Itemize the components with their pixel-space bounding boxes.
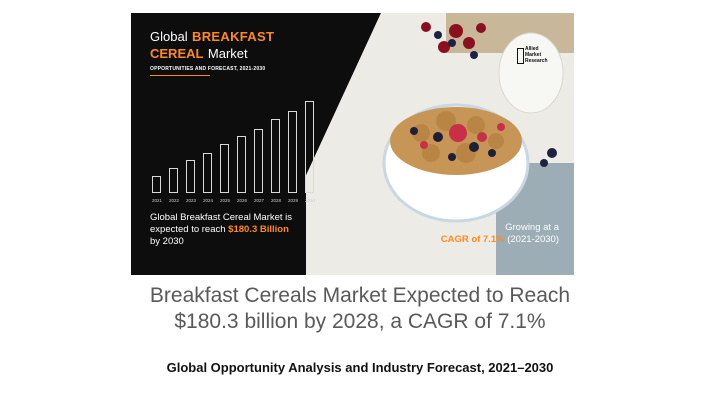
accent-divider xyxy=(150,75,210,76)
logo-line3: Research xyxy=(525,57,548,64)
market-size-text: Global Breakfast Cereal Market is expect… xyxy=(150,212,292,248)
cagr-line1: Growing at a xyxy=(505,222,559,233)
allied-market-research-logo: Allied Market Research xyxy=(517,46,557,68)
market-size-value: $180.3 Billion xyxy=(228,223,289,235)
bar-2021 xyxy=(152,176,161,193)
bar-2023 xyxy=(186,160,195,193)
bar-2029 xyxy=(288,111,297,193)
year-label-2029: 2029 xyxy=(287,198,298,203)
banner-subtitle: OPPORTUNITIES AND FORECAST, 2021-2030 xyxy=(150,66,266,72)
year-label-2028: 2028 xyxy=(270,198,281,203)
title-word-breakfast: BREAKFAST xyxy=(192,29,275,44)
bar-2028 xyxy=(271,119,280,193)
page-subtitle: Global Opportunity Analysis and Industry… xyxy=(166,360,554,375)
page-title: Breakfast Cereals Market Expected to Rea… xyxy=(0,283,720,336)
page-title-line1: Breakfast Cereals Market Expected to Rea… xyxy=(149,284,571,307)
page-title-line2: $180.3 billion by 2028, a CAGR of 7.1% xyxy=(174,310,546,334)
cagr-value: CAGR of 7.1% xyxy=(440,234,505,246)
year-label-2022: 2022 xyxy=(168,198,179,203)
bar-2030 xyxy=(305,101,314,193)
infographic-banner: Global BREAKFAST CEREAL Market OPPORTUNI… xyxy=(131,13,574,275)
title-word-global: Global xyxy=(150,29,188,44)
bar-2025 xyxy=(220,144,229,193)
year-label-2025: 2025 xyxy=(219,198,230,203)
market-size-line3: by 2030 xyxy=(150,235,184,247)
cagr-text: Growing at a CAGR of 7.1% (2021-2030) xyxy=(441,222,559,247)
year-label-2030: 2030 xyxy=(304,198,315,203)
logo-line1: Allied xyxy=(525,46,539,52)
bar-2027 xyxy=(254,129,263,193)
year-label-2021: 2021 xyxy=(151,198,162,203)
year-label-2027: 2027 xyxy=(253,198,264,203)
market-size-line1: Global Breakfast Cereal Market is xyxy=(150,212,293,223)
year-label-2024: 2024 xyxy=(202,198,213,203)
logo-line2: Market xyxy=(525,51,542,58)
bar-2026 xyxy=(237,136,246,193)
year-label-2026: 2026 xyxy=(236,198,247,203)
logo-mark-icon xyxy=(517,48,524,64)
bar-2024 xyxy=(203,153,212,193)
growth-bar-chart: 2021 2022 2023 2024 2025 2026 2027 2028 2029 2030 xyxy=(149,95,319,203)
bar-2022 xyxy=(169,168,178,193)
year-label-2023: 2023 xyxy=(185,198,196,203)
title-word-cereal: CEREAL xyxy=(150,45,204,61)
market-size-line2: expected to reach xyxy=(150,223,226,235)
cagr-period: (2021-2030) xyxy=(507,234,559,246)
title-word-market: Market xyxy=(207,45,248,61)
banner-title: Global BREAKFAST CEREAL Market xyxy=(150,29,274,63)
